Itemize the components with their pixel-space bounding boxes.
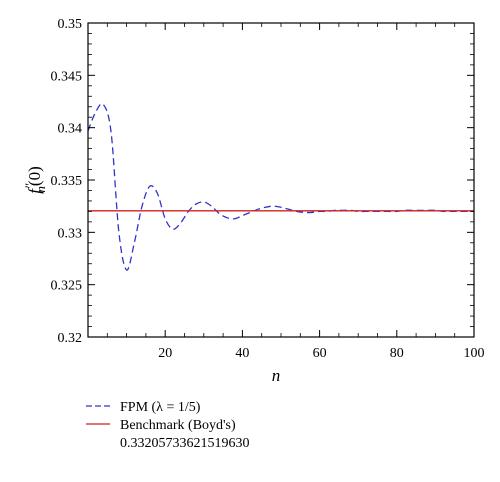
series-fpm-line <box>87 103 474 271</box>
x-tick-label: 100 <box>464 346 485 361</box>
plot-series-layer <box>87 103 474 271</box>
y-tick-label: 0.33 <box>58 226 83 241</box>
axis-ticks-layer <box>88 22 475 338</box>
y-tick-label: 0.32 <box>58 331 83 346</box>
x-tick-label: 60 <box>313 346 327 361</box>
x-tick-label: 80 <box>390 346 404 361</box>
y-tick-label: 0.335 <box>51 174 83 189</box>
legend: FPM (λ = 1/5) Benchmark (Boyd's) 0.3320573… <box>86 400 250 451</box>
legend-label: Benchmark (Boyd's) <box>120 418 236 433</box>
y-axis-label: f″n(0) <box>22 166 48 193</box>
x-tick-label: 40 <box>235 346 249 361</box>
x-tick-label: 20 <box>158 346 172 361</box>
y-tick-label: 0.345 <box>51 69 83 84</box>
plot-frame <box>87 22 475 338</box>
y-tick-label: 0.35 <box>58 17 83 32</box>
legend-value: 0.33205733621519630 <box>120 436 250 451</box>
legend-label: FPM (λ = 1/5) <box>120 400 201 415</box>
y-tick-label: 0.325 <box>51 279 83 294</box>
axis-labels-layer: 0.32 0.325 0.33 0.335 0.34 0.345 0.35 20 40 60 80 1… <box>22 17 485 385</box>
y-tick-label: 0.34 <box>58 122 83 137</box>
x-axis-label: n <box>272 366 281 385</box>
